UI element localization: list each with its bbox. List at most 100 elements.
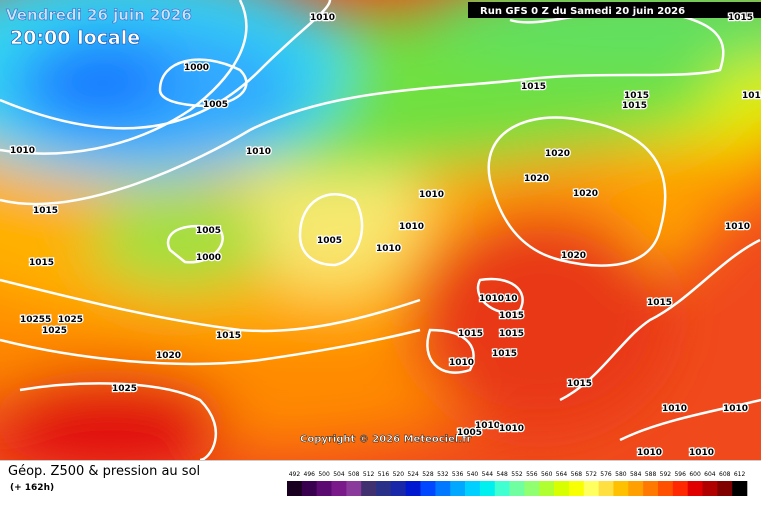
legend-label: 604 bbox=[704, 471, 716, 478]
isobar-label: 1005 bbox=[196, 226, 221, 236]
legend-label: 524 bbox=[407, 471, 419, 478]
isobar-label: 1015 bbox=[742, 91, 761, 101]
legend-label: 540 bbox=[467, 471, 479, 478]
isobar-label: 1020 bbox=[573, 189, 598, 199]
footer: Géop. Z500 & pression au sol (+ 162h) 49… bbox=[0, 460, 761, 510]
legend-swatch bbox=[479, 481, 496, 496]
legend-label: 572 bbox=[585, 471, 597, 478]
legend-label: 528 bbox=[422, 471, 434, 478]
isobar-label: 1010 bbox=[449, 358, 474, 368]
legend-swatch bbox=[628, 481, 644, 496]
copyright: Copyright © 2026 Meteociel.fr bbox=[300, 434, 471, 445]
legend-label: 568 bbox=[571, 471, 583, 478]
isobar-label: 1010 bbox=[419, 190, 444, 200]
run-box bbox=[468, 2, 761, 18]
legend-label: 532 bbox=[437, 471, 449, 478]
isobar-label: 1010 bbox=[310, 13, 335, 23]
legend-swatch bbox=[539, 481, 555, 496]
legend-swatch bbox=[598, 481, 614, 496]
isobar-label: 1010 bbox=[246, 147, 271, 157]
isobar-label: 1000 bbox=[184, 63, 209, 73]
isobar-label: 1025 bbox=[42, 326, 67, 336]
legend-label: 612 bbox=[734, 471, 746, 478]
legend-label: 584 bbox=[630, 471, 642, 478]
isobar-label: 10 bbox=[505, 294, 518, 304]
isobar-label: 1020 bbox=[156, 351, 181, 361]
isobar-label: 1015 bbox=[624, 91, 649, 101]
footer-subtitle: (+ 162h) bbox=[10, 483, 55, 493]
isobar-label: 1010 bbox=[475, 421, 500, 431]
legend-swatch bbox=[361, 481, 377, 496]
legend-label: 608 bbox=[719, 471, 731, 478]
legend-label: 536 bbox=[452, 471, 464, 478]
isobar-label: 1020 bbox=[561, 251, 586, 261]
isobar-label: 1010 bbox=[376, 244, 401, 254]
footer-title: Géop. Z500 & pression au sol bbox=[8, 464, 201, 479]
isobar-label: 1015 bbox=[33, 206, 58, 216]
legend-label: 564 bbox=[556, 471, 568, 478]
legend-label: 580 bbox=[615, 471, 627, 478]
isobar-label: 1005 bbox=[317, 236, 342, 246]
legend-label: 552 bbox=[511, 471, 523, 478]
legend-swatch bbox=[494, 481, 510, 496]
isobar-label: 1010 bbox=[637, 448, 662, 458]
legend-swatch bbox=[524, 481, 540, 496]
isobar-label: 1015 bbox=[499, 329, 524, 339]
isobar-label: 1010 bbox=[723, 404, 748, 414]
isobar-labels: 1010100010051010101010151005100010051010… bbox=[9, 12, 761, 460]
isobar-label: 1000 bbox=[196, 253, 221, 263]
legend-swatch bbox=[316, 481, 332, 496]
isobar-label: 1015 bbox=[216, 331, 241, 341]
isobar-label: 1015 bbox=[521, 82, 546, 92]
color-legend: 492 496 500 504 508 512 516 520 524 528 532 536 540 5… bbox=[287, 471, 748, 496]
legend-label: 596 bbox=[674, 471, 686, 478]
legend-label: 504 bbox=[333, 471, 345, 478]
isobar-label: 1010 bbox=[399, 222, 424, 232]
legend-swatch bbox=[390, 481, 407, 496]
isobar-label: 1020 bbox=[524, 174, 549, 184]
legend-swatch bbox=[287, 481, 303, 496]
isobar-label: 1015 bbox=[492, 349, 517, 359]
isobar-label: 1005 bbox=[457, 428, 482, 438]
legend-label: 496 bbox=[304, 471, 316, 478]
legend-label: 500 bbox=[318, 471, 330, 478]
isobar-label: 1015 bbox=[622, 101, 647, 111]
legend-label: 508 bbox=[348, 471, 360, 478]
legend-label: 592 bbox=[660, 471, 672, 478]
legend-swatch bbox=[672, 481, 688, 496]
isobar-label: 1010 bbox=[662, 404, 687, 414]
isobar-label: 1025 bbox=[58, 315, 83, 325]
legend-swatch bbox=[435, 481, 451, 496]
legend-swatch bbox=[657, 481, 674, 496]
isobar-label: 1015 bbox=[458, 329, 483, 339]
legend-label: 576 bbox=[600, 471, 612, 478]
legend-swatch bbox=[465, 481, 481, 496]
weather-map: Vendredi 26 juin 2026 20:00 locale Run G… bbox=[0, 0, 761, 460]
isobar-label: 1020 bbox=[545, 149, 570, 159]
legend-label: 548 bbox=[496, 471, 508, 478]
legend-swatch bbox=[717, 481, 733, 496]
run-label: Run GFS 0 Z du Samedi 20 juin 2026 bbox=[480, 6, 685, 17]
isobar-label: 1015 bbox=[499, 311, 524, 321]
isobar-label: 1015 bbox=[647, 298, 672, 308]
isobar-label: 1010 bbox=[725, 222, 750, 232]
legend-swatch bbox=[613, 481, 629, 496]
legend-swatch bbox=[301, 481, 317, 496]
isobar-label: 1015 bbox=[728, 13, 753, 23]
legend-label: 600 bbox=[689, 471, 701, 478]
legend-swatch bbox=[643, 481, 659, 496]
isobar-label: 1010 bbox=[10, 146, 35, 156]
legend-swatch bbox=[568, 481, 585, 496]
legend-swatch bbox=[732, 481, 748, 496]
legend-swatch bbox=[509, 481, 525, 496]
isobar-label: 1005 bbox=[203, 100, 228, 110]
legend-swatch bbox=[376, 481, 392, 496]
legend-swatch bbox=[554, 481, 570, 496]
time-label: 20:00 locale bbox=[10, 27, 140, 49]
legend-swatch bbox=[331, 481, 347, 496]
legend-label: 588 bbox=[645, 471, 657, 478]
legend-swatch bbox=[346, 481, 362, 496]
date-label: Vendredi 26 juin 2026 bbox=[6, 6, 192, 24]
legend-label: 492 bbox=[289, 471, 301, 478]
